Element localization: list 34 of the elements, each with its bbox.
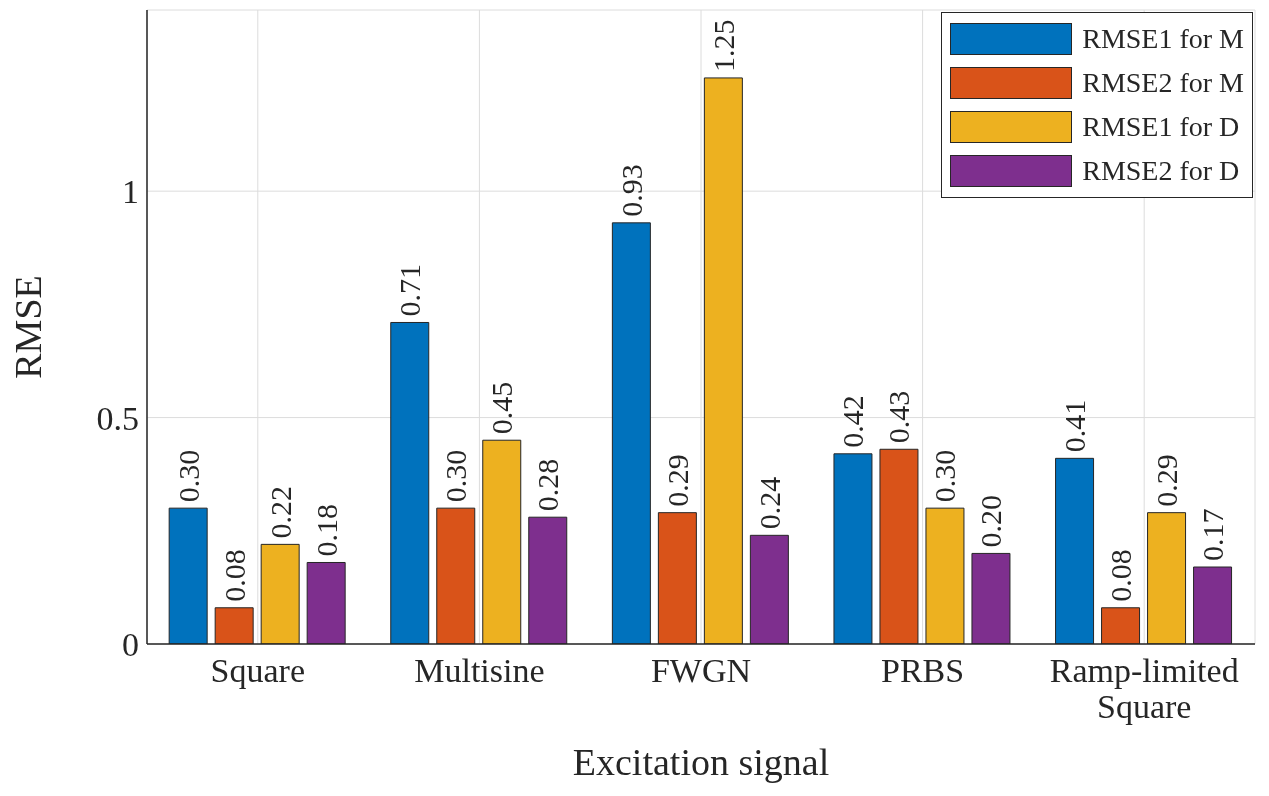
data-label: 0.41 [1058, 399, 1092, 453]
data-label: 0.42 [836, 395, 870, 448]
x-tick-label: Square [210, 652, 306, 689]
data-label: 1.25 [706, 19, 740, 72]
data-label: 0.29 [1150, 454, 1184, 507]
x-tick-label: FWGN [650, 652, 752, 689]
data-label: 0.08 [1104, 549, 1138, 602]
data-label: 0.45 [485, 381, 519, 435]
data-label: 0.22 [263, 485, 297, 539]
data-label: 0.43 [882, 390, 916, 444]
data-label: 0.24 [752, 476, 786, 530]
data-label: 0.17 [1196, 508, 1230, 562]
data-label: 0.30 [439, 449, 473, 503]
y-tick-label: 0 [122, 626, 139, 664]
data-label: 0.93 [614, 164, 648, 217]
data-label: 0.08 [217, 549, 251, 602]
x-tick-label: PRBS [881, 652, 965, 689]
x-tick-label: Ramp-limited Square [1049, 652, 1239, 725]
data-label: 0.71 [393, 263, 427, 317]
y-tick-label: 0.5 [96, 399, 139, 437]
x-axis-title: Excitation signal [571, 740, 831, 784]
data-label: 0.30 [171, 449, 205, 503]
y-tick-label: 1 [122, 173, 139, 211]
data-label: 0.29 [660, 454, 694, 507]
data-label: 0.30 [928, 449, 962, 503]
legend-label: RMSE2 for D [1082, 155, 1240, 187]
data-label: 0.20 [974, 494, 1008, 548]
y-axis-title: RMSE [7, 275, 50, 379]
legend-label: RMSE1 for M [1082, 23, 1244, 55]
data-label: 0.28 [531, 458, 565, 512]
x-tick-label: Multisine [414, 652, 545, 689]
legend-label: RMSE1 for D [1082, 111, 1240, 143]
legend-label: RMSE2 for M [1082, 67, 1244, 99]
data-label: 0.18 [309, 503, 343, 557]
